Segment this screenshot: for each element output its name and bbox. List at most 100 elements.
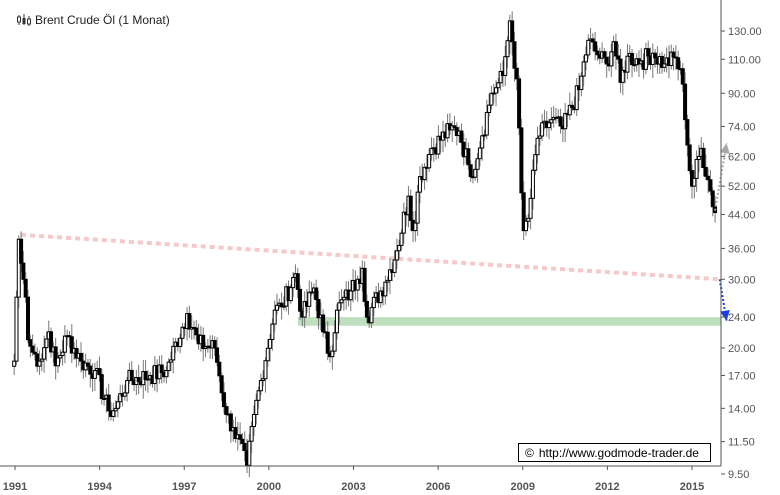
candle: [498, 70, 503, 84]
candle: [415, 191, 420, 224]
candle: [609, 51, 614, 67]
y-tick-label: 52.00: [728, 181, 756, 193]
candle: [671, 51, 676, 58]
upside-target-arrow: [714, 143, 728, 211]
y-tick-label: 90.00: [728, 88, 756, 100]
candle: [526, 217, 531, 222]
candle: [625, 55, 630, 73]
candle: [14, 296, 19, 362]
candle: [549, 119, 554, 124]
candle: [683, 83, 688, 121]
y-tick-label: 24.00: [728, 312, 756, 324]
candle: [563, 112, 568, 130]
candle: [238, 434, 243, 440]
copyright-icon: ©: [525, 445, 534, 460]
candle: [650, 52, 655, 65]
candle: [528, 197, 533, 219]
y-tick-label: 130.00: [728, 26, 762, 38]
candle: [23, 278, 28, 298]
candle: [187, 313, 192, 330]
candle: [212, 340, 217, 349]
candle: [473, 168, 478, 178]
candle: [708, 179, 713, 192]
candle: [168, 359, 173, 363]
x-tick-label: 1997: [172, 481, 196, 493]
candle: [540, 122, 545, 137]
x-tick-label: 2009: [511, 481, 535, 493]
candle: [362, 267, 367, 302]
candle: [298, 288, 303, 312]
y-tick-label: 14.00: [728, 403, 756, 415]
candle: [224, 406, 229, 415]
candle: [16, 238, 21, 298]
candle: [703, 166, 708, 177]
candle: [694, 158, 699, 179]
candle: [475, 158, 480, 170]
candle: [586, 39, 591, 56]
chart-title-text: Brent Crude Öl (1 Monat): [35, 13, 170, 27]
candle: [136, 377, 141, 382]
y-tick-label: 11.50: [728, 437, 755, 449]
candle: [37, 360, 42, 367]
candle: [533, 154, 538, 171]
candle: [579, 75, 584, 91]
candle: [85, 362, 90, 367]
axes: 130.00 110.00 90.00 74.00 62.00 52.00 44.00 36.…: [0, 0, 762, 493]
candle: [159, 364, 164, 374]
y-tick-label: 36.00: [728, 243, 756, 255]
candle: [687, 144, 692, 172]
candle: [60, 351, 65, 357]
resistance-trendline: [20, 232, 722, 282]
candle: [480, 135, 485, 149]
candle: [28, 339, 33, 347]
candle: [58, 355, 63, 359]
candlestick-chart-icon: [17, 14, 31, 26]
candle: [706, 175, 711, 181]
candle: [334, 309, 339, 334]
x-tick-label: 1991: [3, 481, 27, 493]
arrow-head-icon: [720, 309, 730, 321]
candle: [429, 147, 434, 155]
candle: [247, 440, 252, 466]
candle: [630, 52, 635, 66]
candle: [26, 296, 30, 341]
candle: [194, 327, 199, 336]
candle: [339, 299, 344, 304]
candle: [164, 370, 169, 378]
candle: [97, 368, 102, 376]
candle: [32, 351, 37, 355]
candle: [115, 401, 120, 409]
candle: [503, 56, 508, 76]
candle: [392, 259, 397, 273]
candle: [519, 127, 524, 194]
candle: [558, 116, 563, 127]
candle: [387, 269, 392, 281]
candle: [302, 301, 307, 318]
candle: [422, 166, 427, 181]
candle: [613, 41, 618, 57]
candle: [510, 20, 515, 43]
y-tick-label: 110.00: [728, 54, 761, 66]
candle: [385, 279, 390, 283]
candle: [171, 345, 176, 361]
candle: [279, 302, 284, 308]
y-tick-label: 74.00: [728, 121, 756, 133]
candle: [122, 392, 127, 397]
candle: [643, 48, 648, 70]
x-tick-label: 2015: [680, 481, 704, 493]
candle: [427, 153, 432, 169]
candle: [263, 360, 268, 380]
candle: [53, 346, 58, 367]
candle: [258, 380, 263, 392]
candle: [251, 413, 256, 427]
candle: [249, 425, 254, 442]
candle: [590, 38, 595, 43]
candle: [178, 337, 183, 347]
candle: [180, 326, 185, 339]
candle: [692, 177, 697, 187]
candle: [219, 375, 224, 394]
candle: [581, 61, 586, 77]
candle: [275, 304, 279, 311]
candle: [468, 164, 473, 178]
